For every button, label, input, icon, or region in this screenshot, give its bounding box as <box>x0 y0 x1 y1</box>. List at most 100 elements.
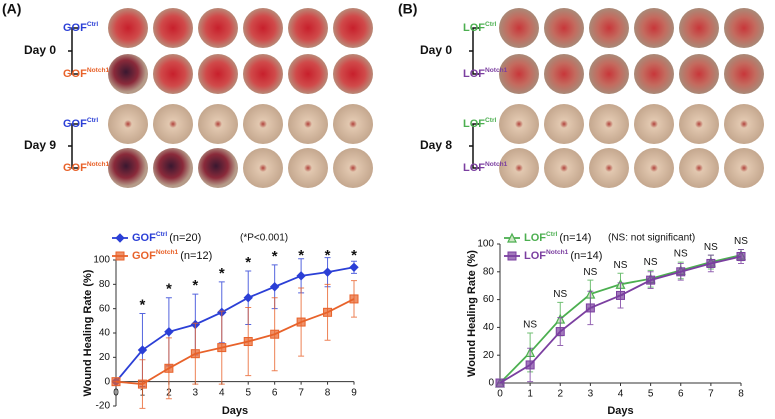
wound-photo <box>333 8 373 48</box>
wound-photo <box>634 8 674 48</box>
label-sup: Notch1 <box>546 249 569 256</box>
wound-photo <box>108 148 148 188</box>
bracket <box>469 123 479 169</box>
annotation: (NS: not significant) <box>608 233 695 244</box>
label-name: LOF <box>524 250 546 262</box>
significance-label: NS <box>523 320 537 331</box>
point <box>349 294 359 304</box>
x-tick-label: 3 <box>193 387 199 398</box>
significance-label: * <box>298 247 304 264</box>
bracket <box>68 123 78 169</box>
label: LOFNotch1 (n=14) <box>524 249 602 262</box>
y-tick-label: 20 <box>483 350 495 361</box>
point <box>616 290 625 300</box>
point <box>137 345 148 355</box>
label-extra: (n=20) <box>169 232 201 244</box>
label-name: LOF <box>463 68 485 80</box>
label-name: LOF <box>463 22 485 34</box>
wound-photo <box>544 8 584 48</box>
point <box>706 258 716 268</box>
y-tick-label: 20 <box>99 352 111 363</box>
point <box>555 327 565 337</box>
label: LOFNotch1 <box>463 161 508 174</box>
label-sup: Notch1 <box>87 67 110 74</box>
wound-photo <box>679 54 719 94</box>
x-tick-label: 0 <box>113 387 119 398</box>
y-tick-label: 40 <box>99 328 111 339</box>
day-label: Day 8 <box>420 138 452 152</box>
label-sup: Notch1 <box>485 161 508 168</box>
wound-photo <box>198 148 238 188</box>
label-sup: Ctrl <box>485 21 497 28</box>
wound-photo <box>108 54 148 94</box>
label: LOFCtrl <box>463 21 497 34</box>
significance-label: * <box>272 248 278 265</box>
annotation: (*P<0.001) <box>240 233 288 244</box>
wound-photo <box>243 54 283 94</box>
series-line <box>115 266 355 383</box>
label-extra: (n=14) <box>559 232 591 244</box>
x-tick-label: 6 <box>272 387 278 398</box>
wound-photo <box>108 104 148 144</box>
y-tick-label: 0 <box>488 378 494 389</box>
label: GOFCtrl <box>63 117 98 130</box>
wound-photo <box>198 54 238 94</box>
wound-photo <box>153 54 193 94</box>
label: GOFNotch1 (n=12) <box>132 249 212 262</box>
significance-label: * <box>192 277 198 294</box>
wound-photo <box>153 8 193 48</box>
y-tick-label: -20 <box>96 401 111 412</box>
label: GOFNotch1 <box>63 161 110 174</box>
x-tick-label: 2 <box>557 389 563 400</box>
wound-photo <box>198 104 238 144</box>
wound-photo <box>243 8 283 48</box>
wound-photo <box>288 148 328 188</box>
legend-marker <box>115 233 125 243</box>
label-sup: Ctrl <box>156 231 168 238</box>
label-name: LOF <box>524 232 546 244</box>
x-tick-label: 1 <box>527 389 533 400</box>
day-label: Day 0 <box>24 43 56 57</box>
wound-photo <box>589 104 629 144</box>
x-axis-label: Days <box>607 405 633 417</box>
label: LOFNotch1 <box>463 67 508 80</box>
significance-label: * <box>166 281 172 298</box>
point <box>111 377 121 387</box>
point <box>585 303 595 313</box>
label-name: GOF <box>132 250 156 262</box>
point <box>269 282 280 292</box>
wound-photo <box>499 8 539 48</box>
y-tick-label: 0 <box>104 376 110 387</box>
label-name: GOF <box>63 118 87 130</box>
x-tick-label: 8 <box>738 389 744 400</box>
series-line <box>115 298 355 386</box>
point <box>646 275 656 285</box>
day-label: Day 9 <box>24 138 56 152</box>
x-tick-label: 7 <box>708 389 714 400</box>
point <box>164 363 174 373</box>
label: LOFCtrl (n=14) <box>524 231 591 244</box>
point <box>243 293 253 303</box>
wound-photo <box>243 104 283 144</box>
point <box>137 379 147 389</box>
legend-marker <box>115 251 125 261</box>
photo-grid <box>108 8 764 188</box>
point <box>270 329 280 339</box>
significance-label: NS <box>734 236 748 247</box>
wound-photo <box>589 8 629 48</box>
wound-photo <box>333 148 373 188</box>
x-tick-label: 5 <box>245 387 251 398</box>
point <box>217 343 227 353</box>
y-tick-label: 80 <box>99 279 111 290</box>
label-extra: (n=14) <box>570 250 602 262</box>
y-axis-label: Wound Healing Rate (%) <box>466 250 478 377</box>
y-tick-label: 60 <box>99 303 111 314</box>
y-tick-label: 40 <box>483 322 495 333</box>
wound-photo <box>544 104 584 144</box>
x-tick-label: 4 <box>219 387 225 398</box>
label-sup: Notch1 <box>485 67 508 74</box>
significance-label: * <box>325 247 331 264</box>
x-tick-label: 0 <box>497 389 503 400</box>
significance-label: NS <box>553 289 567 300</box>
point <box>495 378 505 388</box>
